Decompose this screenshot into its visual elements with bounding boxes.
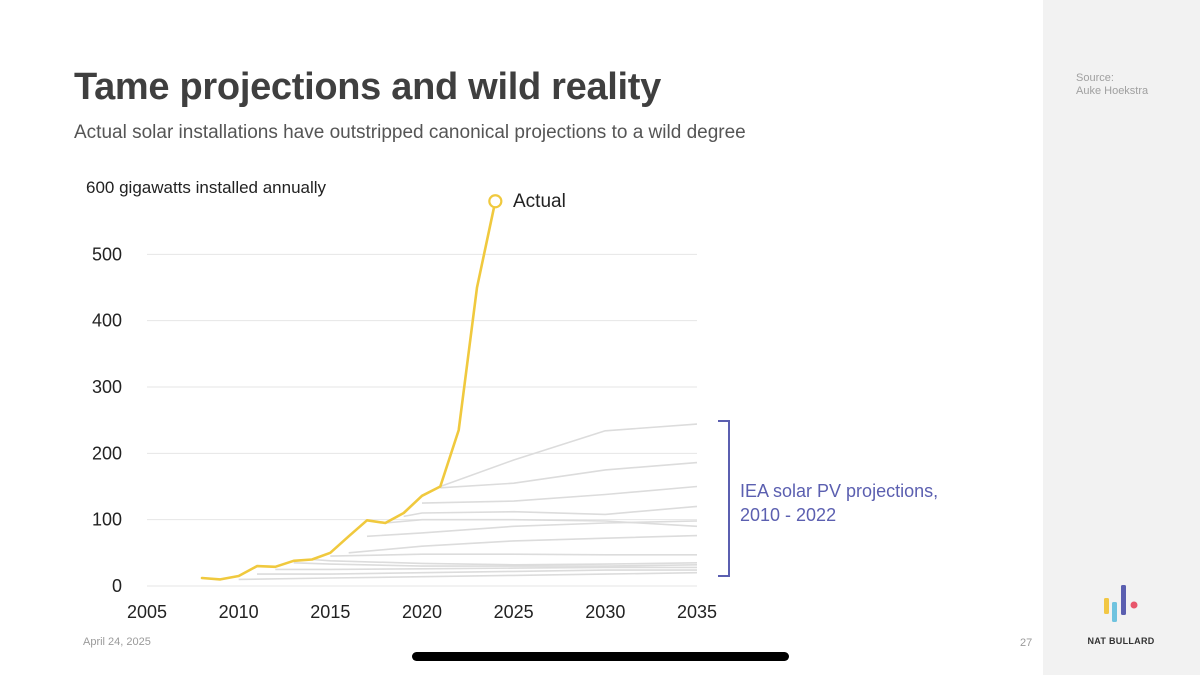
projection-line-4 [293,562,698,567]
y-tick-label: 300 [92,377,122,397]
projection-line-5 [311,558,698,566]
projection-line-2 [257,569,697,575]
x-tick-label: 2010 [219,602,259,622]
projection-line-3 [275,566,697,571]
source-name: Auke Hoekstra [1076,85,1149,97]
y-tick-label: 0 [112,576,122,596]
slide [0,0,1043,675]
page-number: 27 [1020,637,1033,649]
projection-lines [238,423,698,581]
side-panel [1043,0,1200,675]
y-tick-label: 200 [92,443,122,463]
actual-series [200,194,503,581]
x-tick-label: 2030 [585,602,625,622]
actual-series-label: Actual [513,191,566,212]
y-tick-label: 100 [92,510,122,530]
x-tick-label: 2025 [494,602,534,622]
slide-date: April 24, 2025 [83,636,151,648]
actual-endpoint-marker [488,194,503,209]
x-tick-label: 2035 [677,602,717,622]
projection-line-6 [330,553,697,557]
y-tick-label: 500 [92,244,122,264]
iea-label-line-1: IEA solar PV projections, [740,481,938,501]
y-tick-label: 400 [92,311,122,331]
projection-line-1 [238,571,698,581]
projection-line-11 [421,485,698,504]
page-subtitle: Actual solar installations have outstrip… [74,122,746,143]
x-tick-label: 2005 [127,602,167,622]
grid-lines [147,253,697,587]
projection-line-7 [348,534,698,554]
brand-name: NAT BULLARD [1087,636,1155,646]
solar-chart: 0 100 200 300 400 500 2005 2010 2015 2020 2025 2030… [86,178,943,622]
iea-projections-label: IEA solar PV projections, 2010 - 2022 [740,481,943,525]
projection-line-13 [440,423,698,488]
nat-bullard-logo-icon [1104,585,1138,622]
axis-ticks: 0 100 200 300 400 500 2005 2010 2015 2020 2025 2030… [92,244,717,622]
iea-label-line-2: 2010 - 2022 [740,505,836,525]
y-axis-unit-label: 600 gigawatts installed annually [86,178,327,197]
home-indicator[interactable] [412,652,789,661]
projection-line-10 [403,505,698,518]
page-title: Tame projections and wild reality [74,66,661,108]
x-tick-label: 2020 [402,602,442,622]
projection-line-12 [440,461,698,489]
projection-line-9 [385,518,698,528]
x-tick-label: 2015 [310,602,350,622]
source-label: Source: [1076,72,1114,84]
actual-line [200,200,497,581]
projection-bracket [718,420,730,577]
source-note: Source: Auke Hoekstra [1076,72,1148,98]
